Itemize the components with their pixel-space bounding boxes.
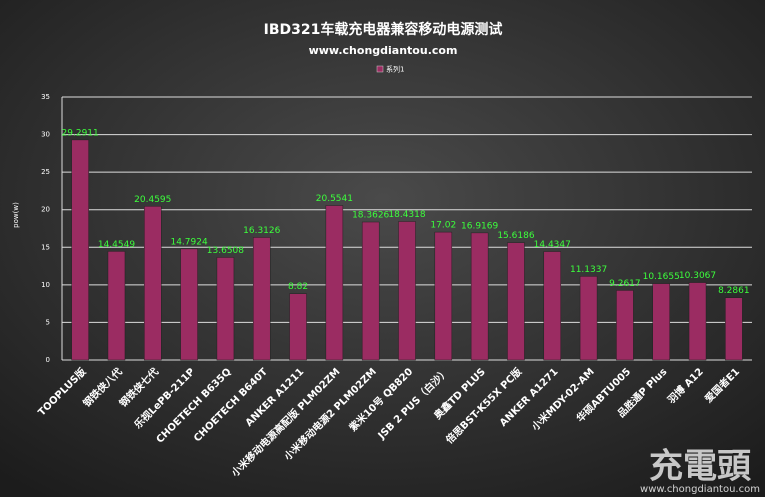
legend-label: 系列1 xyxy=(386,65,404,74)
y-tick-label: 20 xyxy=(41,206,50,214)
value-label: 18.3626 xyxy=(352,211,389,221)
value-label: 10.3067 xyxy=(679,271,716,281)
value-label: 20.4595 xyxy=(134,195,171,205)
y-tick-label: 0 xyxy=(46,356,50,364)
y-tick-label: 35 xyxy=(41,93,50,101)
bar xyxy=(652,283,670,361)
bar xyxy=(688,282,707,361)
value-label: 29.2911 xyxy=(62,128,99,138)
bar xyxy=(180,248,198,361)
value-label: 11.1337 xyxy=(570,265,607,275)
chart-subtitle: www.chongdiantou.com xyxy=(309,44,458,57)
bar xyxy=(616,290,634,361)
chart-title: IBD321车载充电器兼容移动电源测试 xyxy=(264,21,503,38)
bar xyxy=(252,237,271,361)
value-label: 18.4318 xyxy=(388,210,425,220)
value-label: 14.7924 xyxy=(170,237,207,247)
bar xyxy=(434,231,453,361)
bar xyxy=(361,221,380,361)
legend-swatch xyxy=(376,65,384,73)
value-label: 15.6186 xyxy=(497,231,534,241)
value-label: 14.4549 xyxy=(98,240,135,250)
y-tick-label: 25 xyxy=(41,168,50,176)
bar xyxy=(71,139,89,361)
bar xyxy=(107,251,126,361)
watermark-logo: 充電頭 xyxy=(649,447,752,487)
value-label: 10.1655 xyxy=(643,272,680,282)
value-label: 17.02 xyxy=(430,221,456,231)
value-label: 9.2617 xyxy=(609,279,641,289)
value-label: 16.9169 xyxy=(461,221,498,231)
value-label: 8.2861 xyxy=(718,286,750,296)
y-tick-label: 5 xyxy=(46,318,50,326)
bar xyxy=(543,251,562,361)
value-label: 8.82 xyxy=(288,282,308,292)
value-label: 20.5541 xyxy=(316,194,353,204)
y-tick-label: 10 xyxy=(41,281,50,289)
value-label: 13.6508 xyxy=(207,246,244,256)
bar xyxy=(216,257,235,361)
y-axis-label: pow(w) xyxy=(12,202,20,228)
bar xyxy=(725,297,743,361)
bar xyxy=(144,206,162,361)
y-tick-label: 15 xyxy=(41,243,50,251)
value-label: 14.4347 xyxy=(534,240,571,250)
bar xyxy=(325,205,344,361)
bar xyxy=(507,242,525,361)
value-label: 16.3126 xyxy=(243,226,280,236)
bar xyxy=(579,276,598,361)
y-tick-label: 30 xyxy=(41,131,50,139)
bar xyxy=(470,232,489,361)
bar xyxy=(289,293,307,361)
bar xyxy=(398,221,416,361)
watermark-url: www.chongdiantou.com xyxy=(640,484,760,495)
